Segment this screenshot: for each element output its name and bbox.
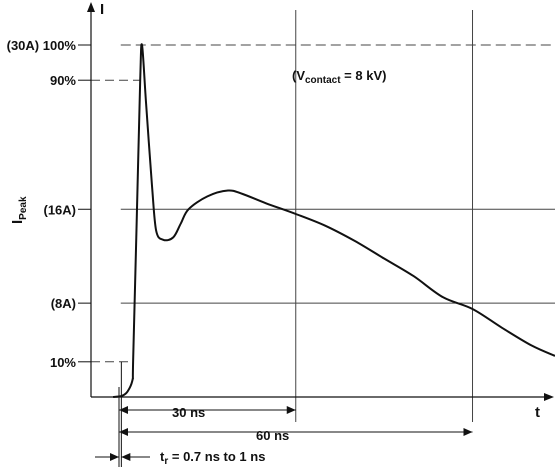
rise-time-label: tr = 0.7 ns to 1 ns — [160, 449, 265, 467]
axes — [87, 2, 554, 401]
voltage-annotation-prefix: (V — [292, 68, 305, 83]
dimension-markers — [95, 361, 473, 467]
y-side-label-main: I — [9, 220, 26, 224]
dim-30-label: 30 ns — [172, 405, 205, 420]
dim-30-arrow-right — [286, 406, 296, 414]
y-side-label: IPeak — [9, 196, 29, 224]
rise-time-sub: r — [164, 456, 168, 467]
rise-left-arrow — [110, 453, 119, 461]
y-tick-label: 90% — [50, 73, 76, 88]
y-axis-title: I — [100, 1, 104, 18]
curve-layer — [112, 43, 555, 398]
x-axis-title: t — [535, 404, 540, 421]
voltage-annotation-suffix: = 8 kV) — [341, 68, 387, 83]
dim-30-arrow-left — [119, 406, 128, 414]
voltage-annotation-sub: contact — [305, 75, 341, 86]
voltage-annotation: (Vcontact = 8 kV) — [292, 68, 386, 86]
rise-right-arrow — [121, 453, 131, 461]
rise-time-prefix: t — [160, 449, 165, 464]
grid — [91, 10, 555, 422]
dim-60-arrow-left — [119, 428, 128, 436]
dim-60-arrow-right — [463, 428, 473, 436]
y-tick-labels: (30A) 100% 90% (16A) (8A) 10% — [7, 38, 91, 370]
y-axis-arrow — [87, 2, 95, 12]
current-waveform-line — [112, 43, 555, 398]
y-side-label-sub: Peak — [18, 196, 29, 220]
x-axis-arrow — [544, 393, 554, 401]
y-tick-label: 10% — [50, 355, 76, 370]
y-tick-label: (8A) — [51, 296, 76, 311]
rise-time-suffix: = 0.7 ns to 1 ns — [168, 449, 265, 464]
y-tick-label: (30A) 100% — [7, 38, 77, 53]
dim-60-label: 60 ns — [256, 428, 289, 443]
y-tick-label: (16A) — [43, 202, 76, 217]
